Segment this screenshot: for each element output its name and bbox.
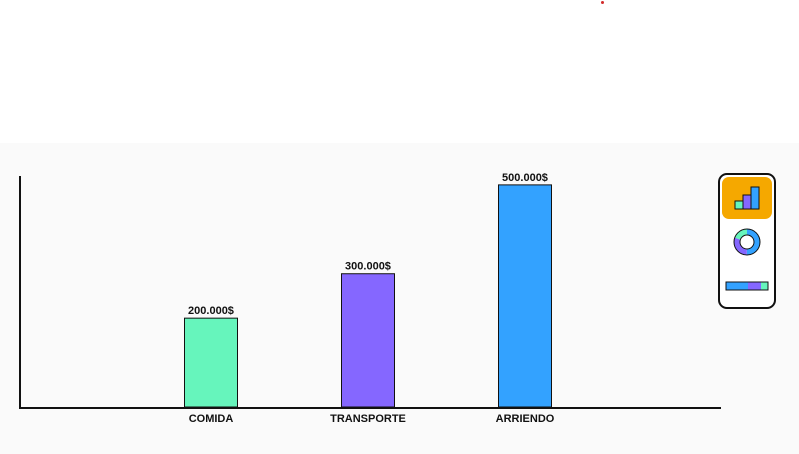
- red-dot-marker: [601, 1, 604, 4]
- bars-group: 200.000$ COMIDA 300.000$ TRANSPORTE 500.000$…: [184, 172, 555, 425]
- value-label-transporte: 300.000$: [345, 261, 391, 273]
- category-label-transporte: TRANSPORTE: [330, 413, 406, 425]
- value-label-arriendo: 500.000$: [502, 172, 548, 184]
- bar-comida[interactable]: [184, 317, 238, 408]
- bar-transporte[interactable]: [341, 273, 395, 408]
- bar-chart-option[interactable]: [722, 177, 772, 219]
- donut-chart-option[interactable]: [722, 221, 772, 263]
- stacked-bar-option[interactable]: [722, 265, 772, 307]
- chart-type-switcher: [718, 173, 776, 309]
- stacked-bar-icon: [725, 281, 769, 291]
- chart-panel: [0, 143, 799, 454]
- value-label-comida: 200.000$: [188, 305, 234, 317]
- category-label-comida: COMIDA: [189, 413, 234, 425]
- bar-chart-icon: [734, 186, 760, 210]
- category-label-arriendo: ARRIENDO: [496, 413, 555, 425]
- donut-chart-icon: [733, 228, 761, 256]
- top-area: [0, 0, 799, 143]
- bar-arriendo[interactable]: [498, 184, 552, 408]
